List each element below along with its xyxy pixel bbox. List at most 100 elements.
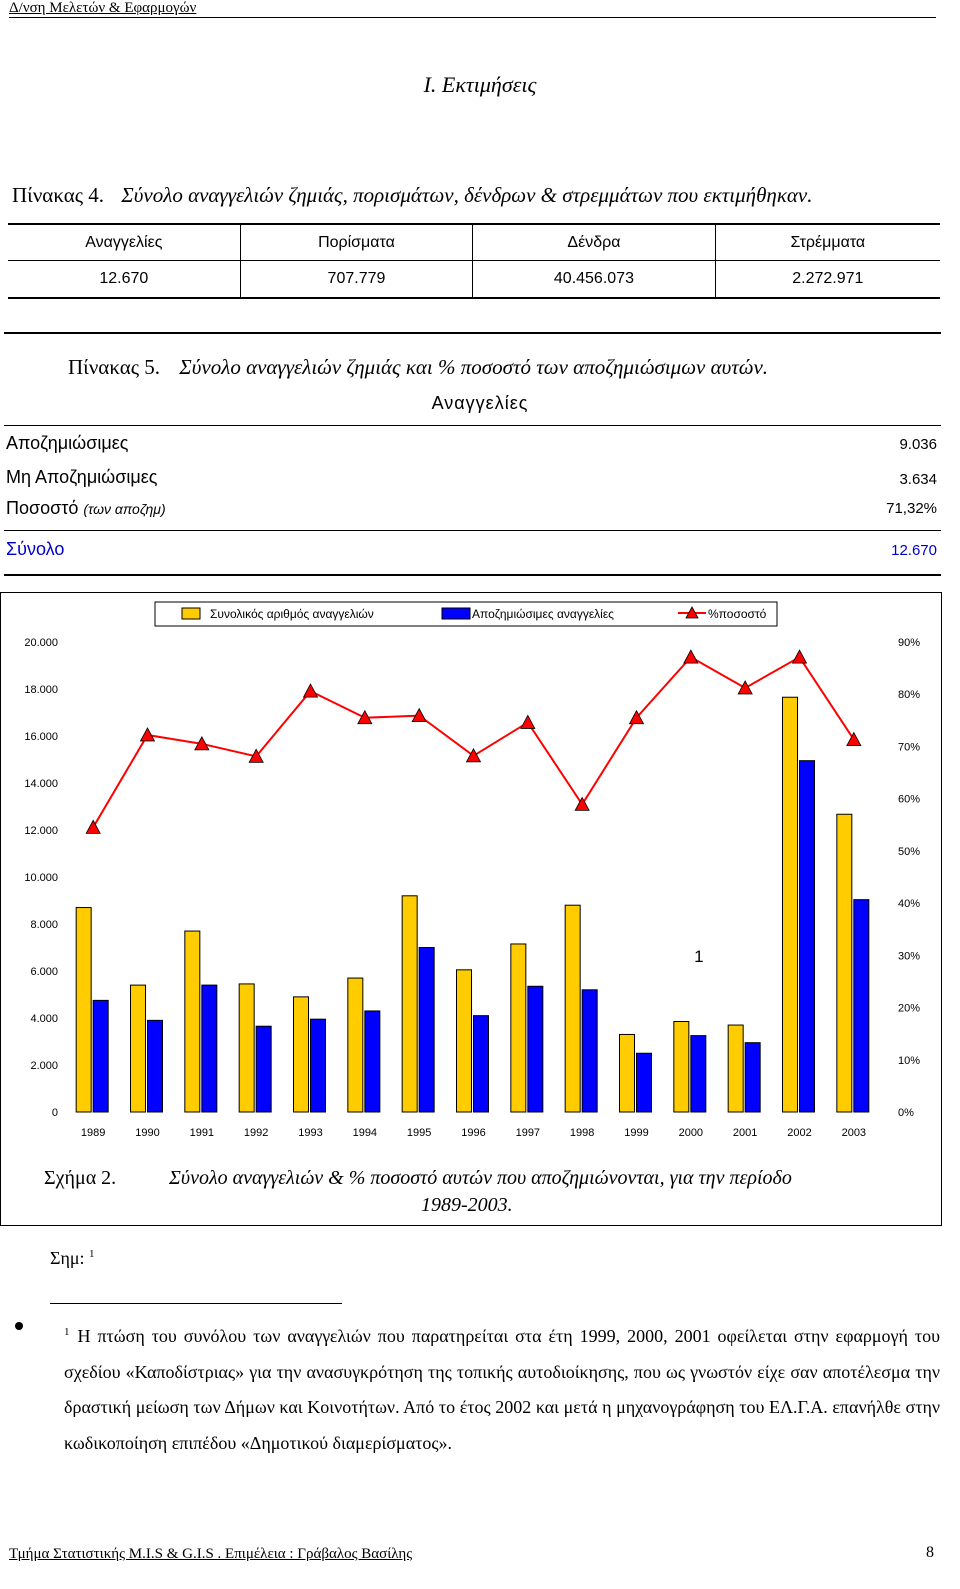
table4-label: Πίνακας 4. bbox=[12, 183, 105, 207]
header-rule bbox=[9, 17, 936, 18]
table5-frame bbox=[4, 332, 941, 576]
y-left-tick-label: 18.000 bbox=[24, 684, 58, 696]
x-tick-label: 1997 bbox=[516, 1127, 540, 1139]
point-percentage bbox=[628, 709, 645, 725]
bar-compensable bbox=[799, 760, 815, 1113]
y-left-tick-label: 8.000 bbox=[30, 919, 58, 931]
bar-total bbox=[510, 943, 527, 1113]
table5-column-header: Αναγγελίες bbox=[431, 393, 529, 413]
chart-annotation: 1 bbox=[694, 947, 703, 966]
footnote-rule bbox=[50, 1303, 342, 1304]
bar-compensable bbox=[364, 1010, 381, 1113]
bar-total bbox=[75, 907, 92, 1113]
table4-header-cell: Αναγγελίες bbox=[8, 223, 241, 261]
y-right-tick-label: 40% bbox=[898, 898, 920, 910]
point-percentage bbox=[737, 680, 753, 695]
legend-label-percentage: %ποσοστό bbox=[708, 607, 767, 621]
x-tick-label: 1989 bbox=[81, 1127, 105, 1139]
legend-swatch-total bbox=[181, 607, 201, 620]
y-right-tick-label: 10% bbox=[898, 1055, 920, 1067]
x-tick-label: 2000 bbox=[679, 1127, 703, 1139]
bar-compensable bbox=[581, 989, 598, 1113]
point-percentage bbox=[139, 727, 156, 742]
y-left-tick-label: 20.000 bbox=[24, 637, 58, 649]
legend-label-compensable: Αποζημιώσιμες αναγγελίες bbox=[472, 607, 614, 621]
bar-compensable bbox=[147, 1019, 163, 1113]
y-right-tick-label: 30% bbox=[898, 950, 920, 962]
point-percentage bbox=[846, 731, 862, 746]
section-title: I. Εκτιμήσεις bbox=[423, 72, 537, 97]
y-right-tick-label: 80% bbox=[898, 689, 920, 701]
figure-caption-line2: 1989-2003. bbox=[421, 1194, 513, 1216]
y-right-tick-label: 20% bbox=[898, 1003, 920, 1015]
y-right-tick-label: 0% bbox=[898, 1107, 914, 1119]
x-tick-label: 1999 bbox=[624, 1127, 648, 1139]
x-tick-label: 1998 bbox=[570, 1127, 594, 1139]
bar-total bbox=[619, 1033, 635, 1113]
x-tick-label: 1993 bbox=[298, 1127, 322, 1139]
figure-frame bbox=[0, 592, 942, 1226]
x-tick-label: 1995 bbox=[407, 1127, 431, 1139]
x-tick-label: 1994 bbox=[353, 1127, 377, 1139]
note-ref: 1 bbox=[89, 1248, 95, 1260]
legend-swatch-compensable bbox=[441, 607, 471, 620]
point-percentage bbox=[574, 796, 590, 811]
bar-compensable bbox=[527, 985, 544, 1113]
table5-row-label: Αποζημιώσιμες bbox=[6, 433, 129, 453]
legend-swatch-marker bbox=[685, 606, 699, 619]
table4-value-cell: 707.779 bbox=[239, 260, 473, 299]
table4-value-cell: 2.272.971 bbox=[714, 260, 940, 299]
x-tick-label: 1996 bbox=[461, 1127, 485, 1139]
bar-compensable bbox=[201, 984, 218, 1113]
point-percentage bbox=[520, 714, 536, 729]
table4-value-row: 12.670 707.779 40.456.073 2.272.971 bbox=[8, 260, 940, 299]
footer-text: Τμήμα Στατιστικής M.I.S & G.I.S . Επιμέλ… bbox=[9, 1546, 413, 1562]
y-left-tick-label: 4.000 bbox=[30, 1013, 58, 1025]
bar-total bbox=[238, 983, 255, 1113]
bar-compensable bbox=[853, 899, 870, 1113]
x-tick-label: 1990 bbox=[135, 1127, 159, 1139]
y-right-tick-label: 90% bbox=[898, 637, 920, 649]
table4: Αναγγελίες Πορίσματα Δένδρα Στρέμματα 12… bbox=[8, 223, 940, 299]
bar-total bbox=[727, 1024, 744, 1113]
point-percentage bbox=[302, 683, 319, 698]
table5-rule bbox=[4, 530, 941, 531]
y-right-tick-label: 60% bbox=[898, 794, 920, 806]
figure-caption-line1: Σύνολο αναγγελιών & % ποσοστό αυτών που … bbox=[169, 1167, 792, 1189]
bar-total bbox=[184, 930, 201, 1113]
line-percentage bbox=[92, 655, 855, 828]
table5-rule bbox=[4, 425, 941, 426]
bar-total bbox=[456, 969, 472, 1113]
table4-title: Πίνακας 4. Σύνολο αναγγελιών ζημιάς, πορ… bbox=[12, 183, 813, 208]
point-percentage bbox=[194, 735, 210, 751]
point-percentage bbox=[357, 709, 373, 725]
bullet-icon bbox=[15, 1322, 23, 1330]
table5-row-value: 3.634 bbox=[899, 471, 937, 488]
y-left-tick-label: 10.000 bbox=[24, 872, 58, 884]
bar-compensable bbox=[690, 1035, 707, 1113]
point-percentage bbox=[683, 649, 699, 664]
table4-header-cell: Στρέμματα bbox=[714, 223, 940, 261]
table5-caption: Σύνολο αναγγελιών ζημιάς και % ποσοστό τ… bbox=[179, 355, 769, 379]
table5-row-value: 71,32% bbox=[886, 500, 937, 517]
bar-compensable bbox=[744, 1042, 761, 1113]
bar-compensable bbox=[310, 1018, 326, 1113]
table5-row-label: Ποσοστό bbox=[6, 498, 79, 518]
legend-label-total: Συνολικός αριθμός αναγγελιών bbox=[210, 607, 374, 621]
figure-label: Σχήμα 2. bbox=[44, 1167, 117, 1189]
table5-row-value: 9.036 bbox=[899, 436, 937, 453]
point-percentage bbox=[248, 748, 264, 763]
table5-total-label: Σύνολο bbox=[6, 539, 65, 559]
table5-total-value: 12.670 bbox=[891, 542, 937, 559]
y-right-tick-label: 50% bbox=[898, 846, 920, 858]
x-tick-label: 2002 bbox=[787, 1127, 811, 1139]
table4-caption: Σύνολο αναγγελιών ζημιάς, πορισμάτων, δέ… bbox=[121, 183, 813, 207]
table4-value-cell: 12.670 bbox=[8, 260, 241, 299]
point-percentage bbox=[85, 819, 101, 834]
table4-value-cell: 40.456.073 bbox=[472, 260, 716, 299]
y-right-tick-label: 70% bbox=[898, 741, 920, 753]
bar-compensable bbox=[418, 947, 435, 1113]
bar-total bbox=[836, 813, 853, 1113]
bar-compensable bbox=[636, 1052, 652, 1113]
